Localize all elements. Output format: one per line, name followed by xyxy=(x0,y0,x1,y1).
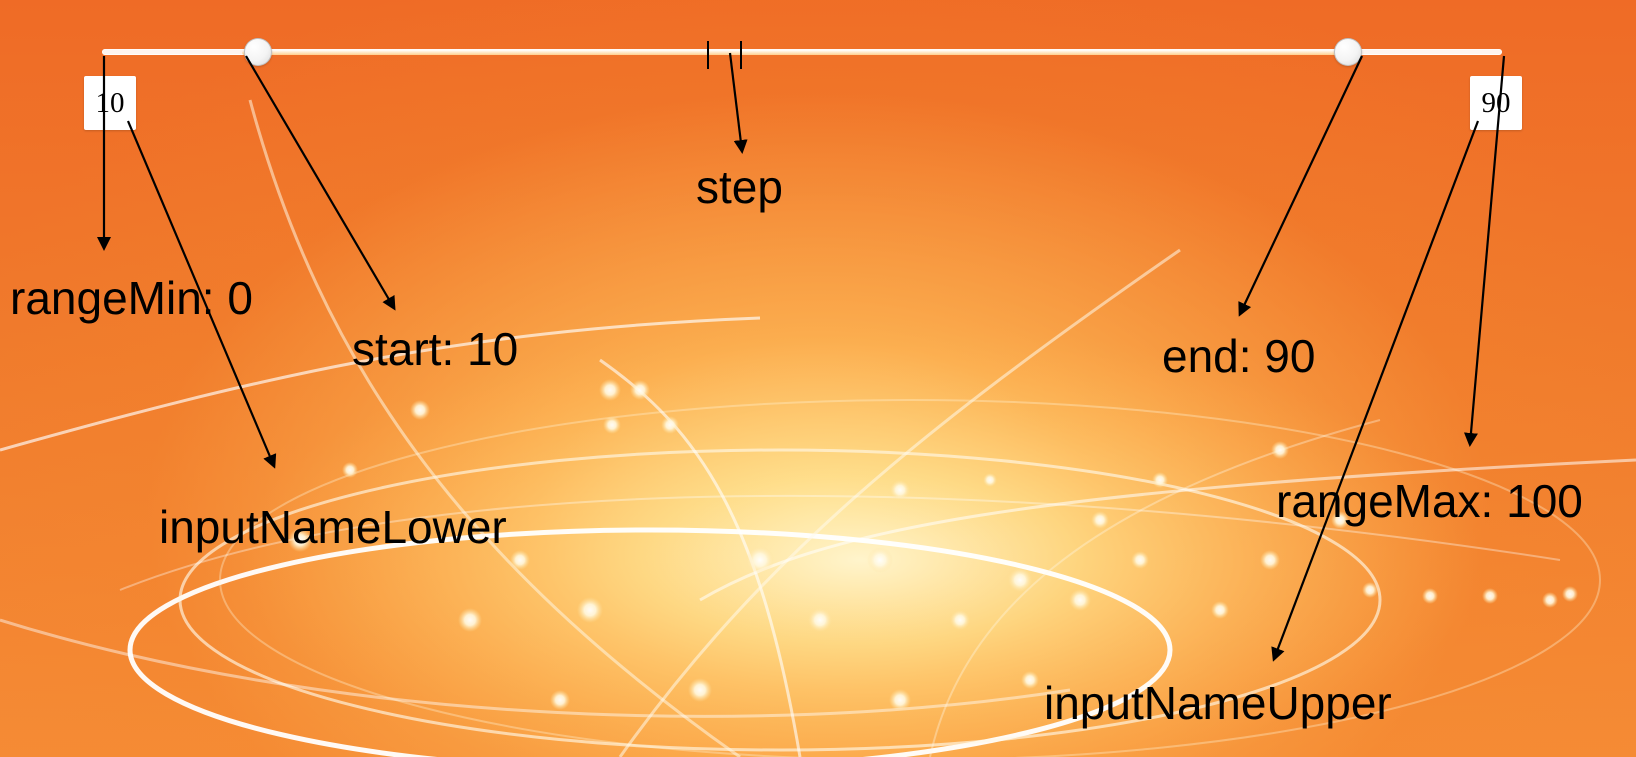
selected-range xyxy=(242,50,1362,55)
input-name-lower-label: inputNameLower xyxy=(159,501,507,553)
range-max-label: rangeMax: 100 xyxy=(1276,475,1583,527)
upper-value-box: 90 xyxy=(1470,76,1522,130)
lower-handle-icon[interactable] xyxy=(244,38,272,66)
upper-handle-icon[interactable] xyxy=(1334,38,1362,66)
start-label: start: 10 xyxy=(352,323,519,375)
lower-value-text: 10 xyxy=(95,87,125,119)
step-label: step xyxy=(696,161,783,213)
step-marker-left-icon xyxy=(707,41,709,69)
step-marker-right-icon xyxy=(740,41,742,69)
input-name-upper-label: inputNameUpper xyxy=(1044,677,1392,729)
range-min-label: rangeMin: 0 xyxy=(10,272,253,324)
upper-value-text: 90 xyxy=(1481,87,1511,119)
end-label: end: 90 xyxy=(1162,330,1316,382)
lower-value-box: 10 xyxy=(84,76,136,130)
